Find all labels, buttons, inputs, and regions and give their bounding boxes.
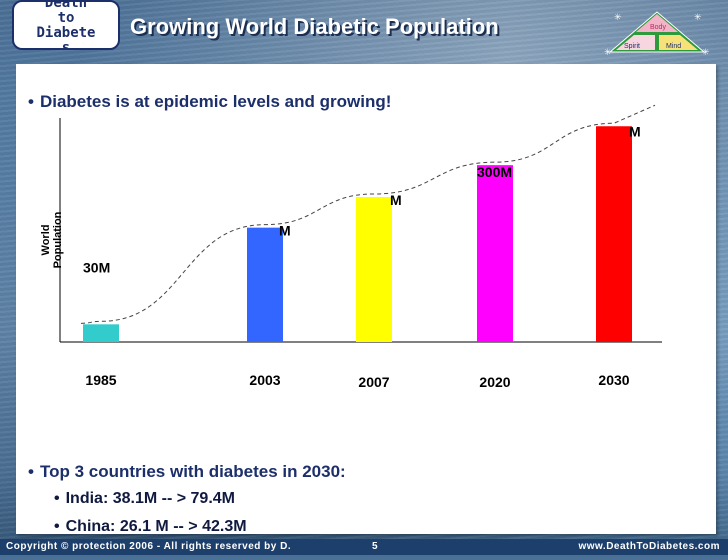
bullet-top-countries: • Top 3 countries with diabetes in 2030:: [28, 462, 346, 482]
bar-1985: [83, 324, 119, 342]
footer-bar: Copyright © protection 2006 - All rights…: [0, 539, 728, 555]
sparkle-icon: ✳: [702, 47, 710, 56]
data-label: M: [279, 223, 291, 239]
page-number: 5: [372, 541, 379, 552]
x-tick-label: 2007: [358, 374, 389, 390]
bullet-dot-icon: •: [28, 92, 34, 111]
data-label: M: [629, 123, 641, 139]
slide-title: Growing World Diabetic Population: [130, 14, 499, 39]
logo-line-4: s: [61, 40, 71, 50]
bullet-china: • China: 26.1 M -- > 42.3M: [54, 518, 247, 536]
logo-line-1: Death: [44, 0, 88, 11]
sparkle-icon: ✳: [614, 12, 622, 22]
x-tick-label: 2003: [249, 372, 280, 388]
logo-line-2: to: [57, 10, 75, 26]
data-label: 30M: [83, 259, 110, 275]
pyramid-mind-label: Mind: [666, 43, 681, 50]
bar-2020: [477, 165, 513, 342]
bullet-china-text: China: 26.1 M -- > 42.3M: [65, 518, 247, 535]
body-spirit-mind-pyramid: Body Spirit Mind ✳ ✳ ✳ ✳: [604, 11, 710, 56]
x-tick-label: 2020: [479, 374, 510, 390]
data-label: 300M: [477, 164, 512, 180]
x-tick-label: 2030: [598, 372, 629, 388]
bullet-dot-icon: •: [54, 518, 60, 535]
bullet-dot-icon: •: [54, 490, 60, 507]
website-link[interactable]: www.DeathToDiabetes.com: [578, 541, 720, 552]
bullet-epidemic-text: Diabetes is at epidemic levels and growi…: [39, 92, 392, 111]
sparkle-icon: ✳: [694, 12, 702, 22]
bullet-india: • India: 38.1M -- > 79.4M: [54, 490, 235, 508]
copyright-text: Copyright © protection 2006 - All rights…: [6, 541, 292, 552]
bar-2030: [596, 126, 632, 343]
bullet-india-text: India: 38.1M -- > 79.4M: [65, 490, 235, 507]
data-label: M: [390, 192, 402, 208]
pyramid-body-label: Body: [650, 24, 666, 31]
x-tick-label: 1985: [85, 372, 116, 388]
pyramid-spirit-label: Spirit: [624, 43, 640, 50]
sparkle-icon: ✳: [604, 47, 612, 56]
bullet-top-countries-text: Top 3 countries with diabetes in 2030:: [39, 462, 346, 481]
death-to-diabetes-logo: Death to Diabete s: [12, 0, 120, 50]
bar-2007: [356, 196, 392, 342]
logo-line-3: Diabete: [36, 25, 96, 41]
bullet-dot-icon: •: [28, 462, 34, 481]
trend-line: [80, 104, 656, 324]
bullet-epidemic: • Diabetes is at epidemic levels and grow…: [28, 92, 391, 112]
bar-2003: [247, 227, 283, 342]
